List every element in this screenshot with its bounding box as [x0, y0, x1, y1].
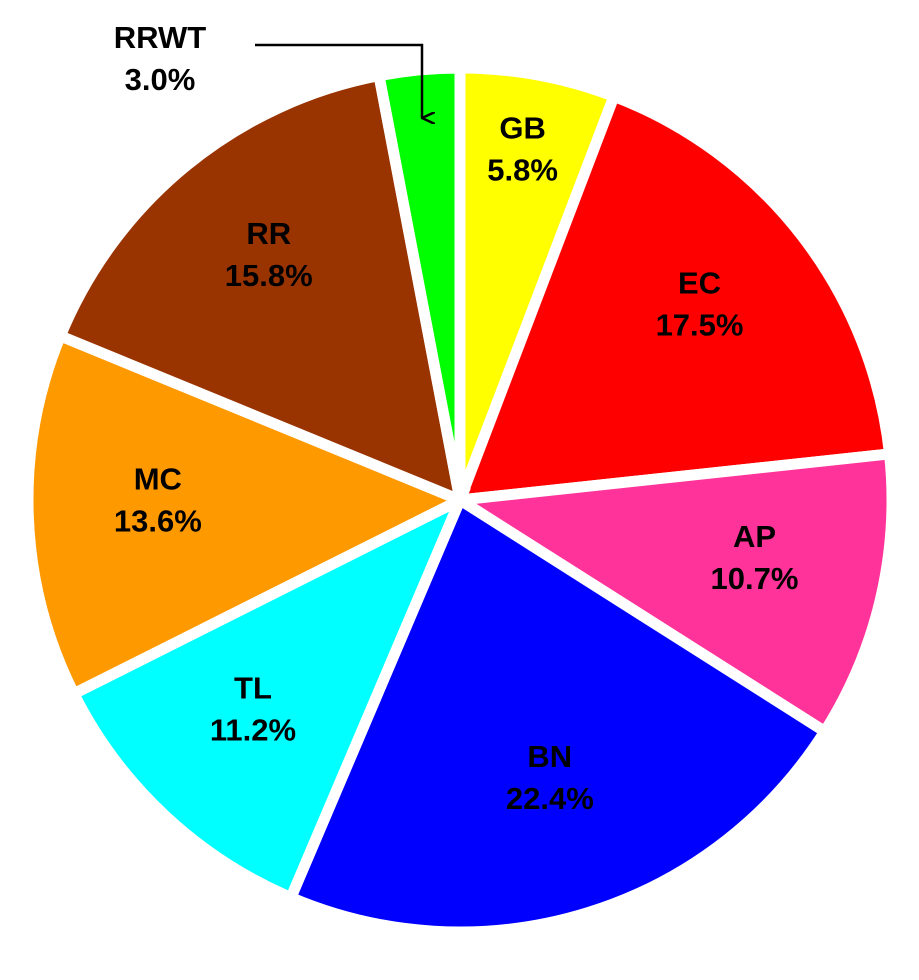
slice-label: BN — [527, 739, 572, 774]
slice-value-label: 17.5% — [656, 308, 744, 343]
pie — [22, 62, 898, 938]
slice-label: EC — [678, 266, 721, 301]
slice-label: GB — [499, 110, 546, 145]
pie-slice — [283, 491, 833, 938]
pie-slice — [372, 62, 466, 502]
pie-slice — [53, 69, 468, 509]
slice-label: RR — [246, 216, 291, 251]
pie-slice — [443, 447, 898, 740]
slice-value-label: 11.2% — [210, 713, 296, 748]
labels: GB 5.8% EC 17.5% AP 10.7% BN 22.4% TL 11.2% MC 13.6… — [114, 20, 799, 816]
slice-value-label: 10.7% — [711, 561, 799, 596]
pie-slice — [66, 488, 471, 905]
slice-value-label: 3.0% — [125, 62, 196, 97]
slice-label: AP — [733, 519, 776, 554]
callout-arrow — [255, 43, 422, 118]
slice-label: MC — [134, 462, 182, 497]
pie-slice — [451, 89, 896, 507]
slice-value-label: 15.8% — [225, 258, 313, 293]
pie-slice — [22, 328, 474, 702]
slice-value-label: 5.8% — [487, 152, 558, 187]
slice-value-label: 22.4% — [506, 781, 594, 816]
slice-value-label: 13.6% — [114, 504, 202, 539]
slice-label: RRWT — [114, 20, 206, 55]
slice-label: TL — [234, 671, 272, 706]
